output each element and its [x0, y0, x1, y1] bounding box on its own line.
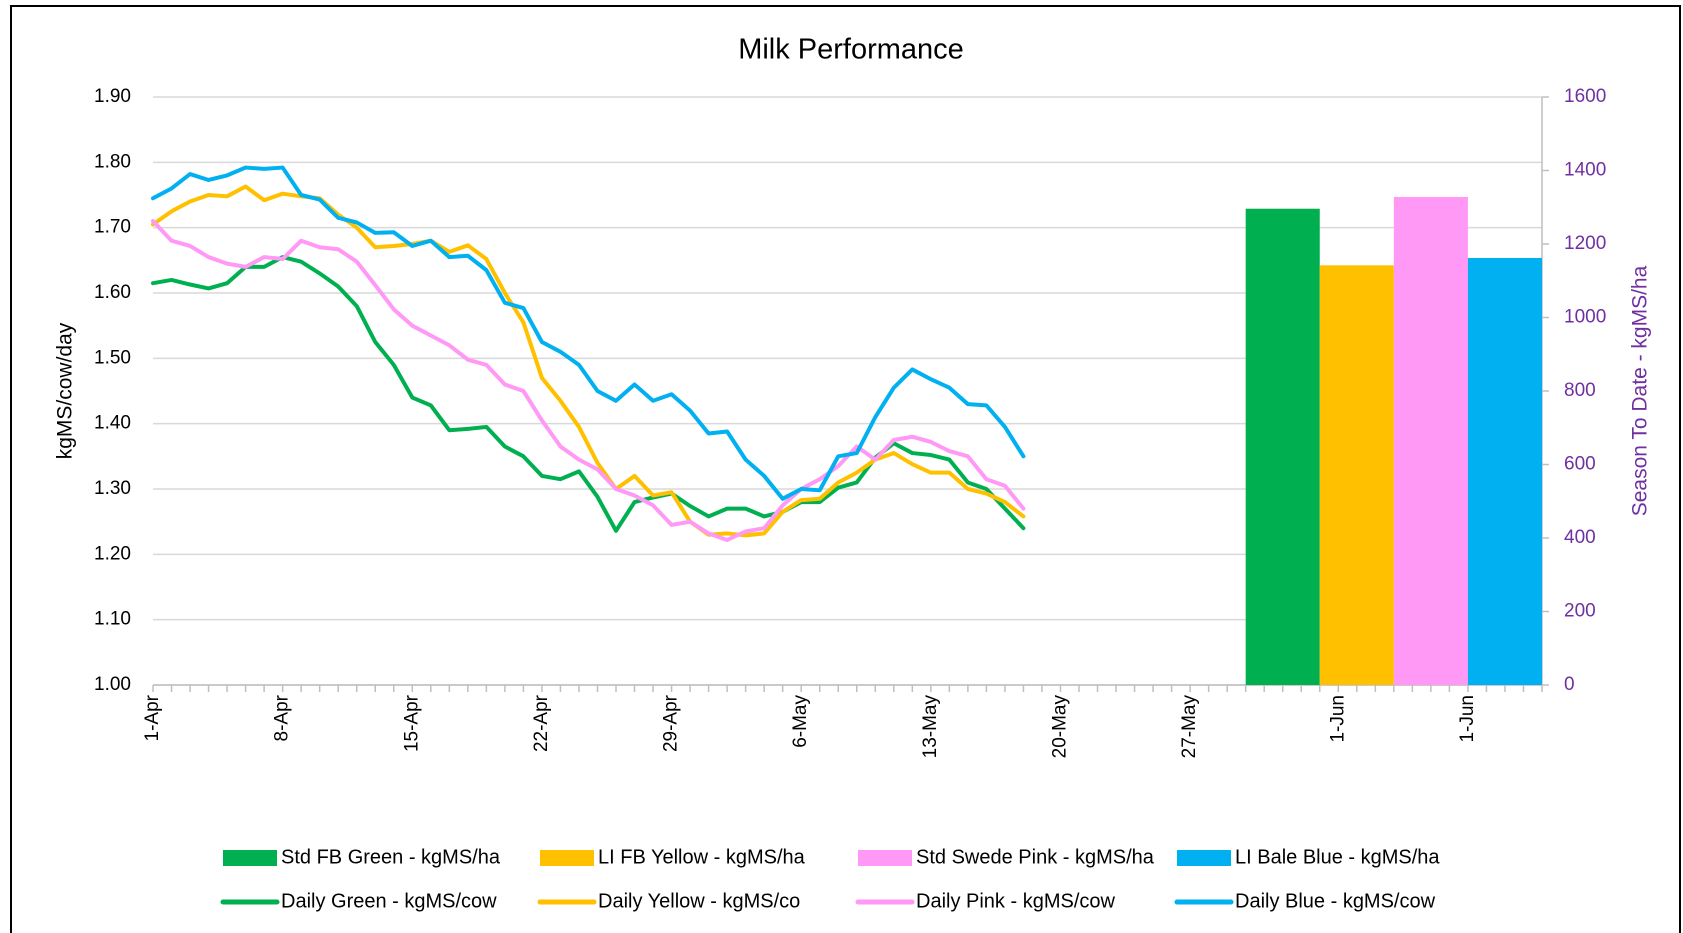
x-tick-label: 22-Apr: [531, 694, 552, 752]
y-tick-label: 1.50: [94, 347, 131, 368]
x-tick-label: 8-Apr: [272, 694, 293, 741]
y2-tick-label: 800: [1564, 380, 1596, 401]
line-series: [151, 219, 1026, 542]
y-axis-title: kgMS/cow/day: [54, 322, 77, 459]
y2-tick-label: 1200: [1564, 233, 1606, 254]
y2-tick-label: 1400: [1564, 160, 1606, 181]
y2-axis-title: Season To Date - kgMS/ha: [1629, 265, 1652, 516]
legend-swatch: [540, 850, 594, 866]
legend-label: Daily Pink - kgMS/cow: [916, 890, 1115, 912]
y2-tick-label: 600: [1564, 454, 1596, 475]
legend-label: Std Swede Pink - kgMS/ha: [916, 846, 1155, 868]
y-tick-label: 1.20: [94, 543, 131, 564]
y-tick-label: 1.70: [94, 217, 131, 238]
bar: [1467, 257, 1542, 685]
bar: [1245, 208, 1320, 685]
y-tick-label: 1.90: [94, 86, 131, 107]
y2-tick-label: 400: [1564, 527, 1596, 548]
y2-tick-label: 1600: [1564, 86, 1606, 107]
x-tick-label: 6-May: [790, 695, 811, 748]
y-tick-label: 1.60: [94, 282, 131, 303]
legend-label: Daily Yellow - kgMS/co: [598, 890, 800, 912]
bar: [1319, 265, 1394, 685]
chart-frame: [10, 5, 1681, 933]
y-tick-label: 1.30: [94, 478, 131, 499]
chart-title: Milk Performance: [738, 34, 964, 66]
legend-label: LI FB Yellow - kgMS/ha: [598, 846, 806, 868]
y-tick-label: 1.40: [94, 413, 131, 434]
legend-label: Daily Blue - kgMS/cow: [1235, 890, 1436, 912]
legend-swatch: [223, 850, 277, 866]
legend-label: Std FB Green - kgMS/ha: [281, 846, 501, 868]
y-tick-label: 1.10: [94, 609, 131, 630]
x-tick-label: 29-Apr: [661, 694, 682, 752]
x-tick-label: 20-May: [1049, 695, 1070, 759]
legend-swatch: [1177, 850, 1231, 866]
line-series: [151, 165, 1026, 501]
legend-label: Daily Green - kgMS/cow: [281, 890, 497, 912]
x-tick-label: 13-May: [920, 695, 941, 759]
y-tick-label: 1.00: [94, 674, 131, 695]
bar: [1393, 196, 1468, 685]
legend-swatch: [858, 850, 912, 866]
x-tick-label: 1-Apr: [142, 694, 163, 741]
y2-tick-label: 200: [1564, 601, 1596, 622]
y2-tick-label: 1000: [1564, 307, 1606, 328]
x-tick-label: 15-Apr: [401, 694, 422, 752]
x-tick-label: 1-Jun: [1327, 695, 1348, 743]
legend-label: LI Bale Blue - kgMS/ha: [1235, 846, 1440, 868]
x-tick-label: 27-May: [1179, 695, 1200, 759]
x-tick-label: 1-Jun: [1457, 695, 1478, 743]
y2-tick-label: 0: [1564, 674, 1575, 695]
y-tick-label: 1.80: [94, 151, 131, 172]
